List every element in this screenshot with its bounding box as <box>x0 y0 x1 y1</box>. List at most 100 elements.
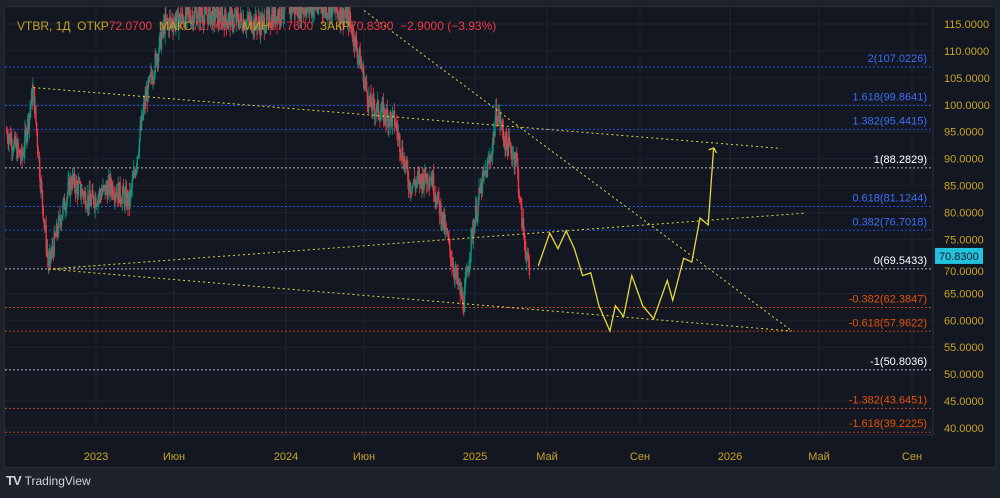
candle <box>243 20 245 30</box>
chart-panel[interactable]: VTBR, 1Д ОТКР72.0700 МАКС72.7000 МИН67.7… <box>4 6 996 468</box>
time-axis-label: Июн <box>353 451 375 463</box>
candle <box>402 147 404 162</box>
candle <box>335 7 337 12</box>
candle <box>129 192 131 206</box>
candle <box>365 81 368 92</box>
candle <box>241 18 243 28</box>
candle <box>397 134 400 137</box>
candle <box>93 204 96 209</box>
candle <box>496 121 499 123</box>
candle <box>379 118 381 121</box>
candle <box>503 139 505 142</box>
price-chart[interactable]: 2(107.0226) 1.618(99.8641) 1.382(95.4415) 1… <box>5 7 995 467</box>
candle <box>211 11 214 26</box>
candle <box>300 7 303 19</box>
candle <box>167 21 169 23</box>
candle <box>325 7 328 17</box>
candle <box>71 186 73 189</box>
candle <box>183 23 185 25</box>
candle <box>113 196 115 198</box>
time-axis-label: 2026 <box>718 451 742 463</box>
candle <box>108 177 111 193</box>
candle <box>143 102 146 108</box>
candle <box>368 96 370 108</box>
candle <box>513 153 515 166</box>
candle <box>470 229 472 254</box>
candle <box>517 169 520 193</box>
price-axis-label: 45.0000 <box>944 396 984 408</box>
candle <box>418 174 421 185</box>
candle <box>135 169 137 177</box>
candle <box>375 111 377 114</box>
candle <box>25 130 28 142</box>
candle <box>426 174 428 184</box>
candle <box>335 7 338 11</box>
tradingview-logo[interactable]: TV TradingView <box>6 473 91 488</box>
candle <box>385 108 388 122</box>
candle <box>118 182 121 203</box>
candle <box>500 124 502 126</box>
price-axis-label: 100.0000 <box>944 100 990 112</box>
candle <box>7 138 9 144</box>
candle <box>60 221 62 226</box>
candle <box>451 261 453 267</box>
candle <box>118 183 120 203</box>
candle <box>92 190 94 196</box>
candle <box>86 206 88 208</box>
candle <box>126 193 128 207</box>
candle <box>181 12 184 18</box>
candle <box>223 20 225 29</box>
candle <box>137 155 139 157</box>
candle <box>442 212 444 227</box>
candle <box>224 8 227 19</box>
candle <box>421 179 423 190</box>
candle <box>209 7 211 25</box>
candle <box>464 279 466 289</box>
candle <box>82 189 84 194</box>
candle <box>146 91 148 102</box>
candle <box>128 191 130 206</box>
candle <box>245 21 248 29</box>
candle <box>168 17 171 31</box>
candle <box>196 18 199 25</box>
candle <box>185 7 188 18</box>
candle <box>248 18 251 23</box>
candle <box>268 9 271 26</box>
candle <box>79 181 81 183</box>
close-value: 70.8300 <box>350 19 394 33</box>
candle <box>465 275 467 280</box>
candle <box>388 119 390 128</box>
candle <box>393 111 395 113</box>
candle <box>63 197 65 204</box>
candle <box>115 192 118 196</box>
candle <box>527 253 530 263</box>
price-axis-label: 115.0000 <box>944 19 989 31</box>
candle <box>256 23 258 30</box>
candle <box>226 23 228 27</box>
candle <box>372 96 374 100</box>
candle <box>104 185 106 195</box>
price-axis-label: 65.0000 <box>944 288 984 300</box>
candle <box>313 7 316 10</box>
candle <box>271 14 274 27</box>
symbol-label[interactable]: VTBR, 1Д <box>17 19 71 33</box>
candle <box>453 272 455 278</box>
candle <box>309 8 311 11</box>
candle <box>21 147 23 158</box>
candle <box>184 23 186 28</box>
candle <box>24 129 26 150</box>
candle <box>94 197 96 209</box>
candle <box>390 112 392 116</box>
candle <box>110 177 112 188</box>
candle <box>339 7 341 24</box>
candle <box>427 184 430 186</box>
candle <box>523 232 526 240</box>
candle <box>123 193 126 206</box>
candle <box>454 272 456 278</box>
time-axis-label: Май <box>808 451 830 463</box>
candle <box>476 214 479 222</box>
candle <box>311 7 313 16</box>
trendline <box>48 212 806 270</box>
candle <box>435 195 437 202</box>
candle <box>455 268 457 273</box>
